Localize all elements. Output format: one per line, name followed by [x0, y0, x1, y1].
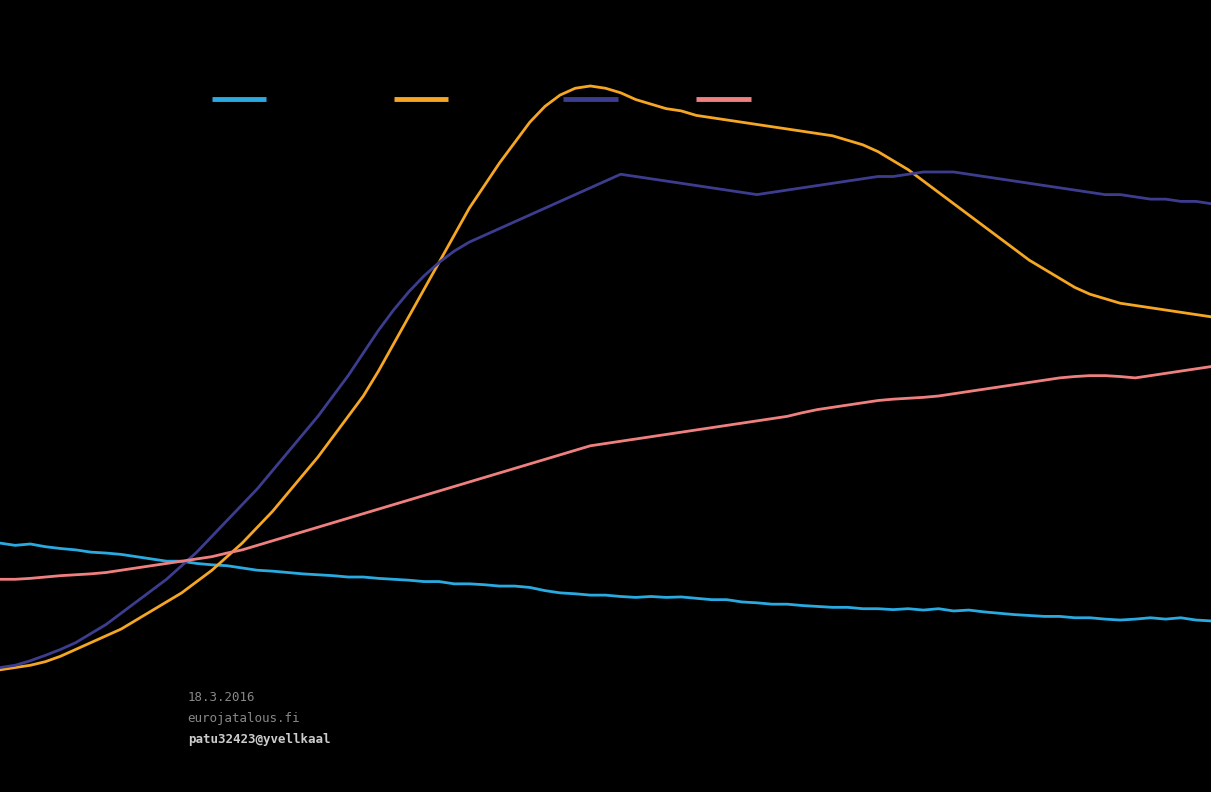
Text: 18.3.2016: 18.3.2016: [188, 691, 256, 704]
Text: eurojatalous.fi: eurojatalous.fi: [188, 712, 300, 725]
Text: patu32423@yvellkaal: patu32423@yvellkaal: [188, 733, 331, 746]
